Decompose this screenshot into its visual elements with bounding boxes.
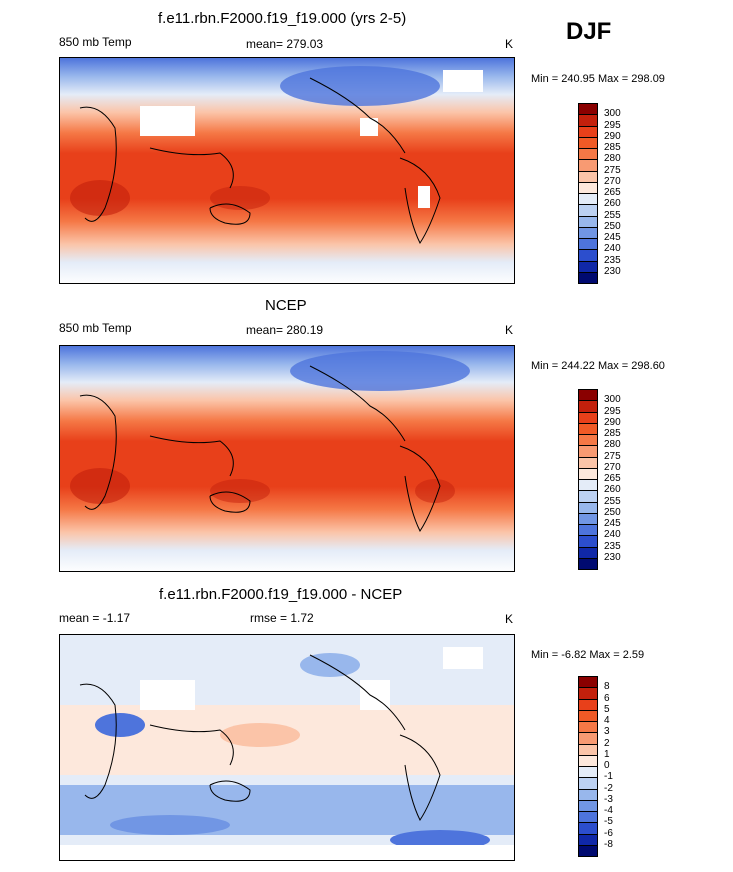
colorbar-label: 245 (604, 518, 621, 529)
panel-1-map (59, 57, 515, 284)
panel-2-mean: mean= 280.19 (246, 323, 324, 337)
colorbar-label: 255 (604, 495, 621, 507)
colorbar-label: 280 (604, 439, 621, 451)
panel-3-map (59, 634, 515, 861)
colorbar-label: 235 (604, 540, 621, 552)
panel-3-mean: mean = -1.17 (59, 611, 131, 625)
colorbar-label: 300 (604, 394, 621, 406)
panel-2-map (59, 345, 515, 572)
colorbar-label: 285 (604, 142, 621, 153)
panel-2-units: K (505, 323, 514, 337)
colorbar-label: 0 (604, 760, 610, 771)
panel-2-colorbar: 300 295 290 285 280 275 270 265 260 255 250 245 240 2… (578, 389, 621, 570)
panel-1-title: f.e11.rbn.F2000.f19_f19.000 (yrs 2-5) (158, 10, 407, 27)
season-label: DJF (566, 18, 612, 45)
colorbar-label: 3 (604, 726, 610, 738)
colorbar-label: 290 (604, 130, 621, 142)
colorbar-label: 1 (604, 748, 610, 760)
colorbar-label: 235 (604, 254, 621, 266)
panel-1-minmax: Min = 240.95 Max = 298.09 (531, 73, 665, 85)
colorbar-label: 280 (604, 153, 621, 165)
colorbar-label: 260 (604, 484, 621, 496)
panel-3-title: f.e11.rbn.F2000.f19_f19.000 - NCEP (159, 586, 403, 603)
colorbar-label: -4 (604, 805, 613, 816)
colorbar-label: 295 (604, 405, 621, 417)
colorbar-label: -8 (604, 838, 613, 850)
colorbar-label: 295 (604, 119, 621, 131)
colorbar-label: -6 (604, 827, 613, 839)
panel-3-minmax: Min = -6.82 Max = 2.59 (531, 649, 645, 661)
panel-3-units: K (505, 612, 514, 626)
colorbar-label: 300 (604, 108, 621, 120)
colorbar-label: 285 (604, 428, 621, 439)
colorbar-label: -1 (604, 771, 613, 783)
colorbar-label: 245 (604, 232, 621, 243)
colorbar-label: 230 (604, 265, 621, 277)
colorbar-label: -3 (604, 793, 613, 805)
panel-2-minmax: Min = 244.22 Max = 298.60 (531, 360, 665, 372)
colorbar-label: -5 (604, 816, 613, 828)
panel-1-units: K (505, 37, 514, 51)
colorbar-label: 4 (604, 715, 610, 726)
colorbar-label: 290 (604, 416, 621, 428)
colorbar-label: 270 (604, 461, 621, 473)
colorbar-label: 275 (604, 164, 621, 176)
panel-1-mean: mean= 279.03 (246, 37, 324, 51)
panel-3-colorbar: 8 6 5 4 3 2 1 0 -1 -2 -3 -4 -5 -6 -8 (578, 676, 613, 857)
panel-2-left-label: 850 mb Temp (59, 321, 132, 335)
colorbar-label: 2 (604, 737, 610, 749)
colorbar-label: 240 (604, 529, 621, 541)
colorbar-label: 250 (604, 506, 621, 518)
panel-1-left-label: 850 mb Temp (59, 35, 132, 49)
colorbar-label: 5 (604, 703, 610, 715)
colorbar-label: 6 (604, 692, 610, 704)
panel-2-title: NCEP (265, 297, 307, 314)
colorbar-label: 260 (604, 198, 621, 210)
panel-3-rmse: rmse = 1.72 (250, 611, 314, 625)
colorbar-label: 8 (604, 681, 610, 693)
colorbar-label: 255 (604, 209, 621, 221)
colorbar-label: -2 (604, 782, 613, 794)
colorbar-swatch (578, 844, 598, 857)
colorbar-label: 265 (604, 187, 621, 198)
colorbar-label: 230 (604, 551, 621, 563)
colorbar-swatch (578, 271, 598, 284)
colorbar-label: 265 (604, 473, 621, 484)
colorbar-label: 270 (604, 175, 621, 187)
colorbar-label: 250 (604, 220, 621, 232)
panel-1-colorbar: 300 295 290 285 280 275 270 265 260 255 250 245 240 2… (578, 103, 621, 284)
colorbar-swatch (578, 557, 598, 570)
colorbar-label: 240 (604, 243, 621, 255)
colorbar-label: 275 (604, 450, 621, 462)
